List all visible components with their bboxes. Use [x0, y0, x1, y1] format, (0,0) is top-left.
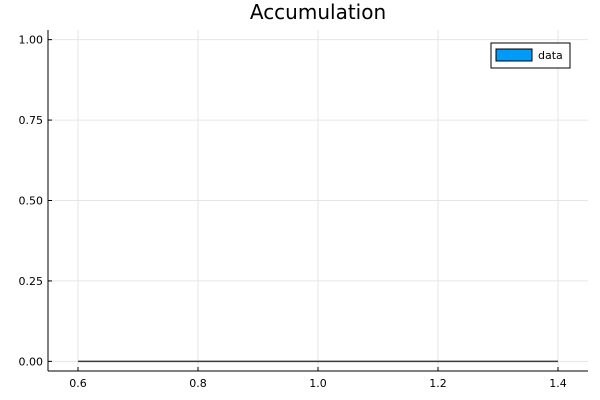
y-tick-label: 1.00 [19, 34, 44, 47]
y-tick-label: 0.25 [19, 275, 44, 288]
x-tick-label: 1.2 [429, 377, 447, 390]
x-tick-label: 1.0 [309, 377, 327, 390]
y-tick-label: 0.50 [19, 195, 44, 208]
x-tick-label: 1.4 [549, 377, 567, 390]
legend: data [490, 42, 571, 69]
chart-title: Accumulation [250, 0, 386, 24]
legend-label: data [538, 49, 563, 62]
legend-swatch [495, 48, 533, 62]
y-tick-label: 0.00 [19, 355, 44, 368]
x-tick-label: 0.8 [189, 377, 207, 390]
grid [48, 30, 588, 371]
ticks: 0.6 0.8 1.0 1.2 1.4 0.00 0.25 0.50 0.75 1.00 [19, 34, 567, 390]
x-tick-label: 0.6 [69, 377, 87, 390]
y-tick-label: 0.75 [19, 114, 44, 127]
